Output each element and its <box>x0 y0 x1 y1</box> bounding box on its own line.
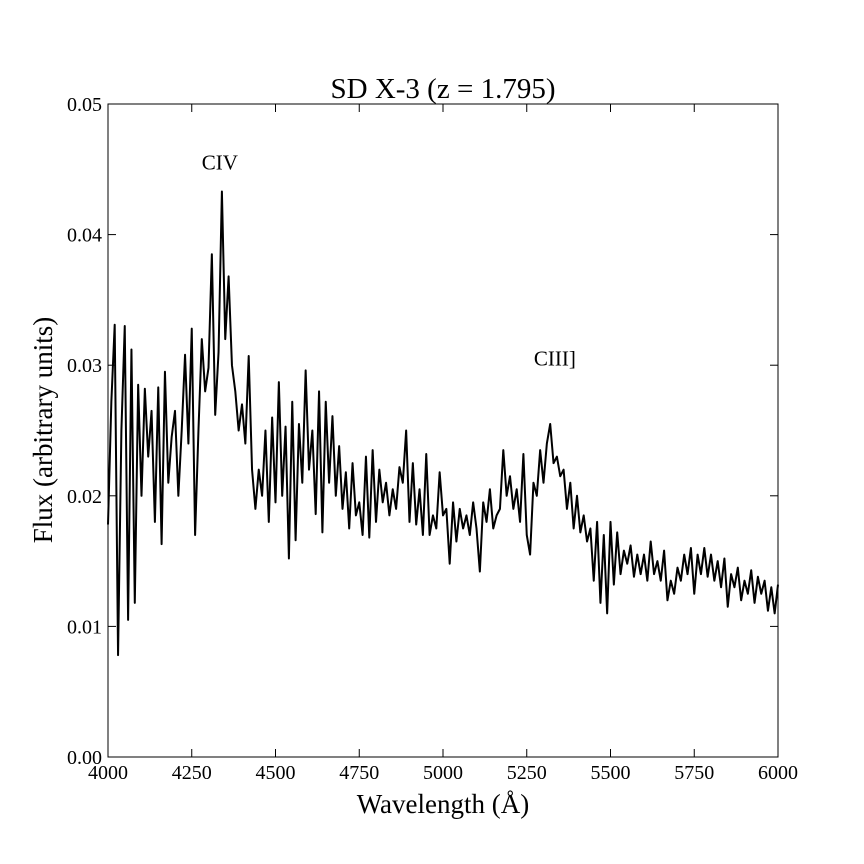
x-tick-label: 4250 <box>172 762 212 784</box>
x-tick-label: 5000 <box>423 762 463 784</box>
y-tick-label: 0.00 <box>67 747 102 769</box>
x-axis-label: Wavelength (Å) <box>357 789 530 819</box>
chart-title: SD X-3 (z = 1.795) <box>331 73 556 105</box>
x-tick-label: 4000 <box>88 762 128 784</box>
x-tick-label: 4750 <box>339 762 379 784</box>
spectrum-line <box>107 190 779 657</box>
y-tick-label: 0.03 <box>67 355 102 377</box>
y-tick-label: 0.04 <box>67 225 102 247</box>
y-tick-label: 0.02 <box>67 486 102 508</box>
x-tick-label: 4500 <box>256 762 296 784</box>
annotation: CIII] <box>534 346 576 370</box>
plot-frame <box>107 103 779 758</box>
y-tick-label: 0.01 <box>67 616 102 638</box>
x-tick-label: 5750 <box>674 762 714 784</box>
y-tick-label: 0.05 <box>67 94 102 116</box>
x-tick-label: 6000 <box>758 762 798 784</box>
annotation: CIV <box>202 150 238 174</box>
x-tick-label: 5250 <box>507 762 547 784</box>
x-tick-label: 5500 <box>591 762 631 784</box>
y-axis-label: Flux (arbitrary units) <box>28 317 58 543</box>
